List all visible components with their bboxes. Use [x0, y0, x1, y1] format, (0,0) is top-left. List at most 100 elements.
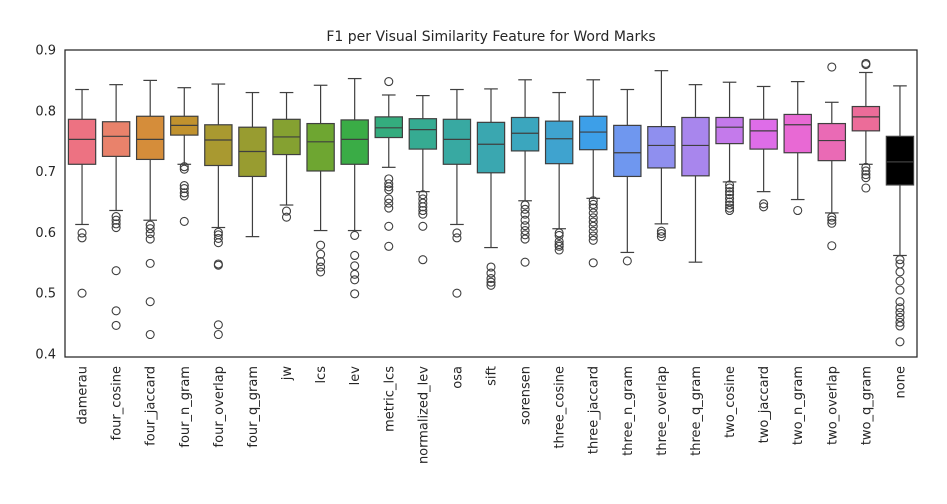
outlier-point	[350, 269, 360, 279]
x-tick-label: two_q_gram	[859, 366, 874, 445]
outlier-point	[622, 256, 632, 266]
outlier-point	[111, 212, 121, 222]
outlier-point	[418, 255, 428, 265]
x-tick-label: sorensen	[519, 366, 534, 425]
outlier-point	[179, 162, 189, 172]
box-body	[851, 105, 881, 132]
x-tick-label: four_n_gram	[178, 366, 193, 448]
outlier-point	[827, 215, 837, 225]
x-tick-label: four_overlap	[212, 366, 227, 447]
outlier-point	[793, 205, 803, 216]
outlier-point	[213, 329, 223, 340]
box-metric_lcs	[374, 77, 403, 251]
outlier-point	[418, 198, 428, 208]
outlier-point	[418, 202, 428, 212]
outlier-point	[588, 203, 598, 213]
box-body	[101, 121, 131, 157]
x-tick-label: two_overlap	[825, 366, 840, 445]
outlier-point	[895, 308, 905, 318]
box-three_cosine	[544, 91, 574, 255]
x-tick-label: lev	[348, 366, 363, 386]
box-none	[885, 85, 915, 347]
plot-area	[67, 58, 915, 347]
box-lev	[340, 77, 369, 299]
x-tick-label: osa	[450, 366, 465, 389]
outlier-point	[588, 226, 598, 236]
outlier-point	[520, 221, 530, 231]
outlier-point	[179, 216, 189, 226]
x-tick-label: two_jaccard	[757, 366, 772, 443]
outlier-point	[350, 230, 360, 240]
outlier-point	[725, 190, 735, 200]
x-tick-label: three_cosine	[553, 366, 568, 449]
outlier-point	[725, 183, 735, 193]
x-tick-label: metric_lcs	[382, 366, 397, 432]
outlier-point	[554, 230, 564, 240]
outlier-point	[452, 288, 462, 298]
y-tick-label: 0.5	[35, 287, 56, 302]
box-body	[67, 118, 97, 165]
outlier-point	[111, 306, 121, 316]
outlier-point	[725, 203, 735, 213]
outlier-point	[759, 202, 769, 212]
box-two_cosine	[715, 81, 744, 216]
outlier-point	[520, 234, 530, 244]
box-four_jaccard	[135, 79, 165, 340]
outlier-point	[725, 180, 735, 190]
outlier-point	[656, 232, 666, 242]
x-tick-label: lcs	[314, 366, 329, 384]
outlier-point	[316, 249, 326, 259]
outlier-point	[861, 170, 871, 180]
outlier-point	[588, 235, 598, 245]
outlier-point	[588, 208, 598, 218]
outlier-point	[588, 221, 598, 231]
outlier-point	[384, 198, 394, 208]
outlier-point	[895, 285, 905, 295]
outlier-point	[861, 60, 871, 70]
box-jw	[272, 91, 301, 222]
box-normalized_lev	[408, 94, 438, 265]
x-tick-label: two_cosine	[723, 366, 738, 438]
outlier-point	[759, 199, 769, 209]
outlier-point	[316, 262, 326, 272]
box-body	[647, 125, 676, 169]
box-body	[306, 122, 335, 172]
x-tick-label: four_jaccard	[144, 366, 159, 446]
outlier-point	[827, 218, 837, 228]
box-body	[715, 116, 744, 145]
outlier-point	[213, 238, 223, 248]
outlier-point	[316, 257, 326, 267]
box-body	[442, 118, 472, 165]
x-tick-label: four_cosine	[110, 366, 125, 440]
box-osa	[442, 88, 472, 298]
outlier-point	[895, 267, 905, 277]
outlier-point	[316, 240, 326, 250]
outlier-point	[350, 261, 360, 271]
box-two_n_gram	[783, 81, 812, 216]
outlier-point	[554, 241, 564, 251]
x-tick-label: three_jaccard	[587, 366, 602, 454]
outlier-point	[281, 212, 292, 222]
x-tick-label: none	[893, 366, 908, 398]
outlier-point	[861, 162, 871, 172]
box-three_q_gram	[681, 84, 710, 263]
box-sorensen	[510, 79, 540, 267]
outlier-point	[486, 274, 496, 284]
outlier-point	[384, 241, 394, 251]
outlier-point	[213, 233, 223, 244]
outlier-point	[384, 182, 394, 192]
outlier-point	[350, 250, 360, 261]
outlier-point	[77, 288, 87, 298]
outlier-point	[179, 164, 189, 174]
outlier-point	[895, 317, 905, 327]
outlier-point	[384, 179, 394, 189]
outlier-point	[895, 255, 905, 265]
box-body	[885, 135, 915, 186]
outlier-point	[350, 275, 360, 285]
outlier-point	[520, 209, 530, 219]
outlier-point	[827, 62, 837, 72]
outlier-point	[111, 219, 121, 229]
box-three_jaccard	[579, 79, 608, 268]
outlier-point	[145, 258, 155, 268]
